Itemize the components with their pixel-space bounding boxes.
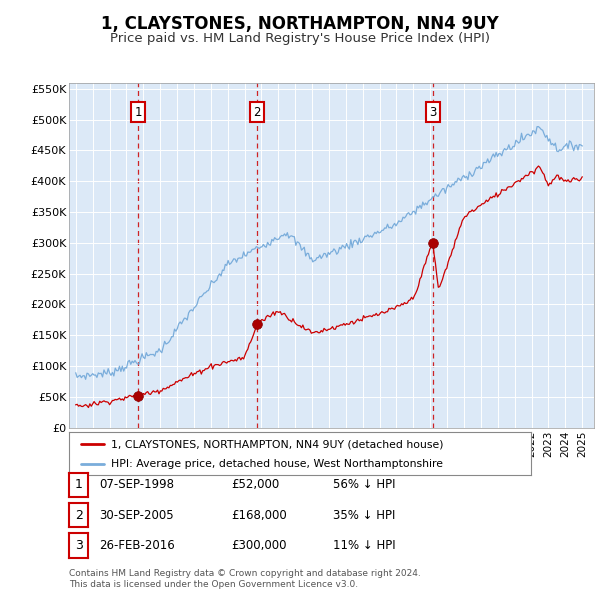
Text: 11% ↓ HPI: 11% ↓ HPI	[333, 539, 395, 552]
Text: 30-SEP-2005: 30-SEP-2005	[99, 509, 173, 522]
Text: 2: 2	[253, 106, 261, 119]
Text: Contains HM Land Registry data © Crown copyright and database right 2024.: Contains HM Land Registry data © Crown c…	[69, 569, 421, 578]
Text: 26-FEB-2016: 26-FEB-2016	[99, 539, 175, 552]
Text: £168,000: £168,000	[231, 509, 287, 522]
Text: 2: 2	[74, 509, 83, 522]
Text: This data is licensed under the Open Government Licence v3.0.: This data is licensed under the Open Gov…	[69, 579, 358, 589]
Text: £52,000: £52,000	[231, 478, 279, 491]
Text: 1: 1	[134, 106, 142, 119]
Text: 3: 3	[429, 106, 436, 119]
Text: Price paid vs. HM Land Registry's House Price Index (HPI): Price paid vs. HM Land Registry's House …	[110, 32, 490, 45]
Text: 1, CLAYSTONES, NORTHAMPTON, NN4 9UY: 1, CLAYSTONES, NORTHAMPTON, NN4 9UY	[101, 15, 499, 33]
Text: 07-SEP-1998: 07-SEP-1998	[99, 478, 174, 491]
Text: £300,000: £300,000	[231, 539, 287, 552]
Text: 1: 1	[74, 478, 83, 491]
Text: HPI: Average price, detached house, West Northamptonshire: HPI: Average price, detached house, West…	[110, 460, 443, 469]
Text: 56% ↓ HPI: 56% ↓ HPI	[333, 478, 395, 491]
Text: 1, CLAYSTONES, NORTHAMPTON, NN4 9UY (detached house): 1, CLAYSTONES, NORTHAMPTON, NN4 9UY (det…	[110, 440, 443, 450]
Text: 35% ↓ HPI: 35% ↓ HPI	[333, 509, 395, 522]
Text: 3: 3	[74, 539, 83, 552]
